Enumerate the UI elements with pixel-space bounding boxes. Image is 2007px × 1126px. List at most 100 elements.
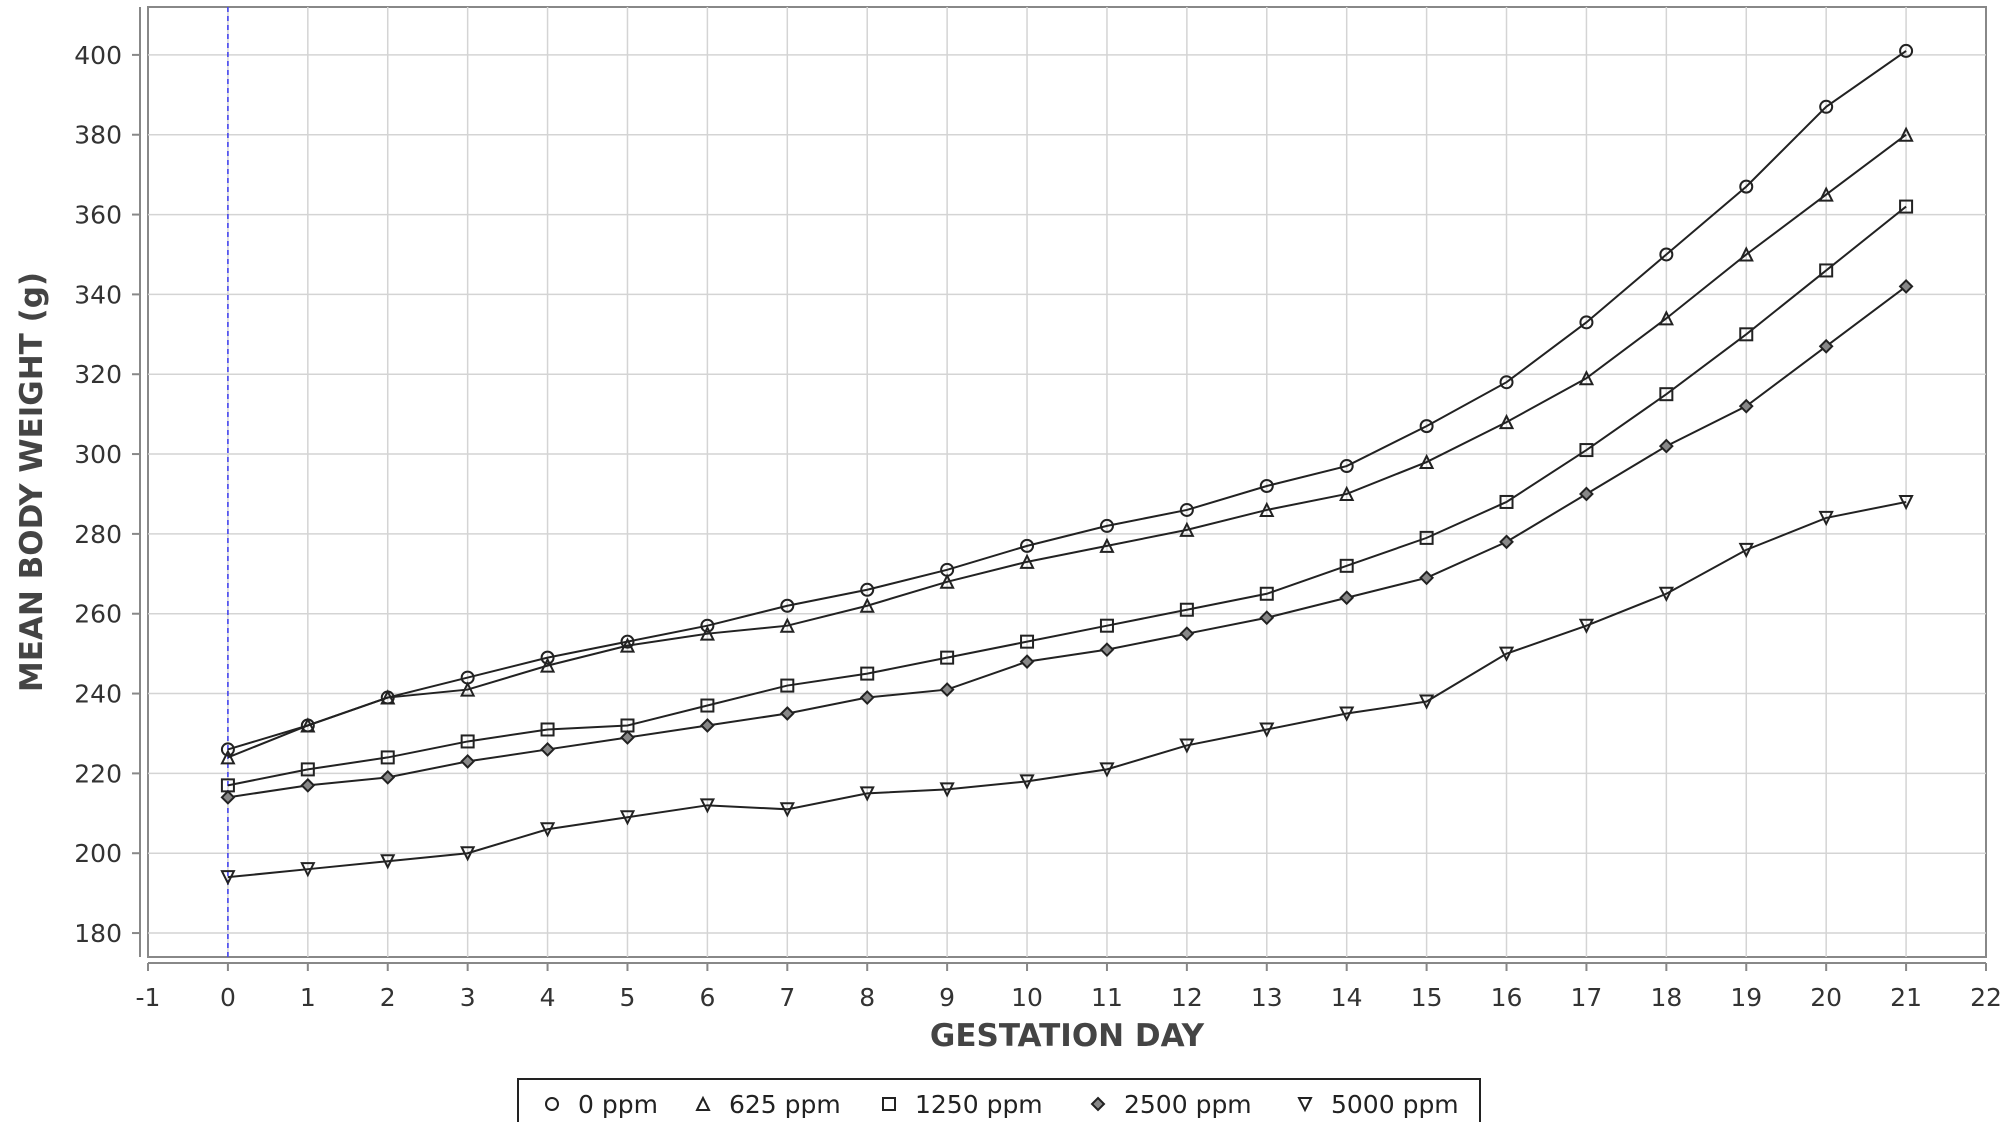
legend-marker bbox=[1297, 1097, 1313, 1113]
data-point bbox=[780, 598, 795, 613]
data-point bbox=[540, 722, 555, 737]
series-2500-ppm bbox=[220, 278, 1914, 805]
data-point bbox=[1179, 738, 1195, 754]
legend-label: 0 ppm bbox=[578, 1090, 658, 1119]
x-tick-label: 13 bbox=[1251, 983, 1283, 1012]
data-point bbox=[380, 769, 396, 785]
data-point bbox=[300, 777, 316, 793]
data-point bbox=[1019, 654, 1035, 670]
data-point bbox=[700, 618, 715, 633]
data-point bbox=[699, 798, 716, 814]
data-point bbox=[779, 706, 795, 721]
y-tick-label: 360 bbox=[74, 201, 122, 230]
x-tick-label: 8 bbox=[859, 983, 875, 1012]
y-tick-label: 380 bbox=[74, 121, 122, 150]
data-point bbox=[1898, 494, 1914, 511]
legend-box bbox=[517, 1078, 1481, 1126]
legend-marker bbox=[1090, 1096, 1106, 1112]
data-point bbox=[1259, 610, 1275, 626]
y-axis-title: MEAN BODY WEIGHT (g) bbox=[14, 272, 50, 692]
data-point bbox=[939, 573, 955, 589]
x-tick-label: 3 bbox=[460, 983, 476, 1012]
data-point bbox=[779, 802, 795, 818]
data-point bbox=[940, 650, 955, 665]
data-point bbox=[220, 870, 236, 886]
x-tick-label: 20 bbox=[1810, 983, 1842, 1012]
x-tick-label: 12 bbox=[1171, 983, 1203, 1012]
x-tick-label: 4 bbox=[540, 983, 556, 1012]
x-tick-label: 7 bbox=[779, 983, 795, 1012]
data-point bbox=[1579, 315, 1594, 330]
data-point bbox=[1499, 494, 1514, 509]
data-point bbox=[380, 854, 396, 870]
data-point bbox=[1899, 43, 1914, 58]
x-tick-label: 10 bbox=[1011, 983, 1043, 1012]
data-point bbox=[1099, 537, 1115, 553]
y-tick-label: 400 bbox=[74, 41, 122, 70]
x-tick-label: 19 bbox=[1730, 983, 1762, 1012]
data-point bbox=[1579, 486, 1594, 502]
legend-item: 5000 ppm bbox=[1297, 1090, 1459, 1119]
data-point bbox=[540, 650, 555, 665]
data-point bbox=[1819, 263, 1834, 278]
legend-item: 1250 ppm bbox=[882, 1090, 1043, 1119]
data-point bbox=[460, 753, 476, 769]
x-tick-label: 16 bbox=[1491, 983, 1523, 1012]
y-tick-label: 340 bbox=[74, 280, 122, 309]
data-point bbox=[1818, 338, 1834, 354]
y-tick-label: 280 bbox=[74, 520, 122, 549]
data-point bbox=[1658, 310, 1674, 326]
data-point bbox=[620, 730, 635, 745]
data-point bbox=[1658, 438, 1674, 454]
data-point bbox=[1179, 502, 1194, 517]
data-point bbox=[220, 789, 236, 805]
data-point bbox=[1738, 398, 1754, 414]
data-point bbox=[539, 657, 556, 673]
series-1250-ppm bbox=[220, 199, 1914, 793]
x-tick-label: 1 bbox=[300, 983, 316, 1012]
data-point bbox=[300, 762, 315, 777]
data-point bbox=[1818, 186, 1834, 202]
data-point bbox=[1419, 570, 1435, 586]
x-tick-label: 18 bbox=[1650, 983, 1682, 1012]
data-point bbox=[460, 734, 475, 749]
y-tick-label: 240 bbox=[74, 680, 122, 709]
series-line bbox=[227, 205, 1907, 787]
data-point bbox=[859, 690, 875, 705]
data-point bbox=[1259, 722, 1275, 738]
data-point bbox=[1419, 419, 1434, 434]
y-tick-label: 180 bbox=[74, 919, 122, 948]
data-point bbox=[939, 682, 955, 697]
data-point bbox=[1739, 179, 1754, 194]
data-point bbox=[700, 698, 715, 713]
data-point bbox=[939, 782, 955, 798]
data-point bbox=[619, 637, 636, 653]
data-point bbox=[1819, 99, 1834, 114]
data-point bbox=[1499, 534, 1514, 550]
data-point bbox=[460, 681, 476, 697]
data-point bbox=[1339, 459, 1354, 474]
data-point bbox=[1658, 586, 1674, 603]
data-point bbox=[1179, 521, 1195, 537]
data-point bbox=[1099, 518, 1114, 533]
data-point bbox=[1418, 453, 1435, 470]
y-tick-label: 260 bbox=[74, 600, 122, 629]
data-point bbox=[1339, 706, 1355, 722]
data-point bbox=[1099, 618, 1114, 633]
x-tick-label: 6 bbox=[699, 983, 715, 1012]
data-point bbox=[859, 597, 875, 613]
x-tick-labels: -1 0 1 2 3 4 5 6 7 8 9 10 11 12 13 14 15 16 17 18 19 20 21 22 bbox=[136, 963, 2002, 1012]
data-point bbox=[1020, 538, 1035, 553]
x-tick-label: 17 bbox=[1571, 983, 1603, 1012]
x-tick-label: -1 bbox=[136, 983, 161, 1012]
data-point bbox=[1339, 558, 1354, 573]
data-point bbox=[1739, 327, 1754, 342]
data-point bbox=[1259, 478, 1274, 493]
data-point bbox=[300, 862, 316, 878]
series-5000-ppm bbox=[220, 494, 1914, 886]
data-point bbox=[1499, 375, 1514, 390]
data-point bbox=[540, 742, 555, 757]
x-tick-label: 2 bbox=[380, 983, 396, 1012]
data-point bbox=[1738, 246, 1754, 262]
